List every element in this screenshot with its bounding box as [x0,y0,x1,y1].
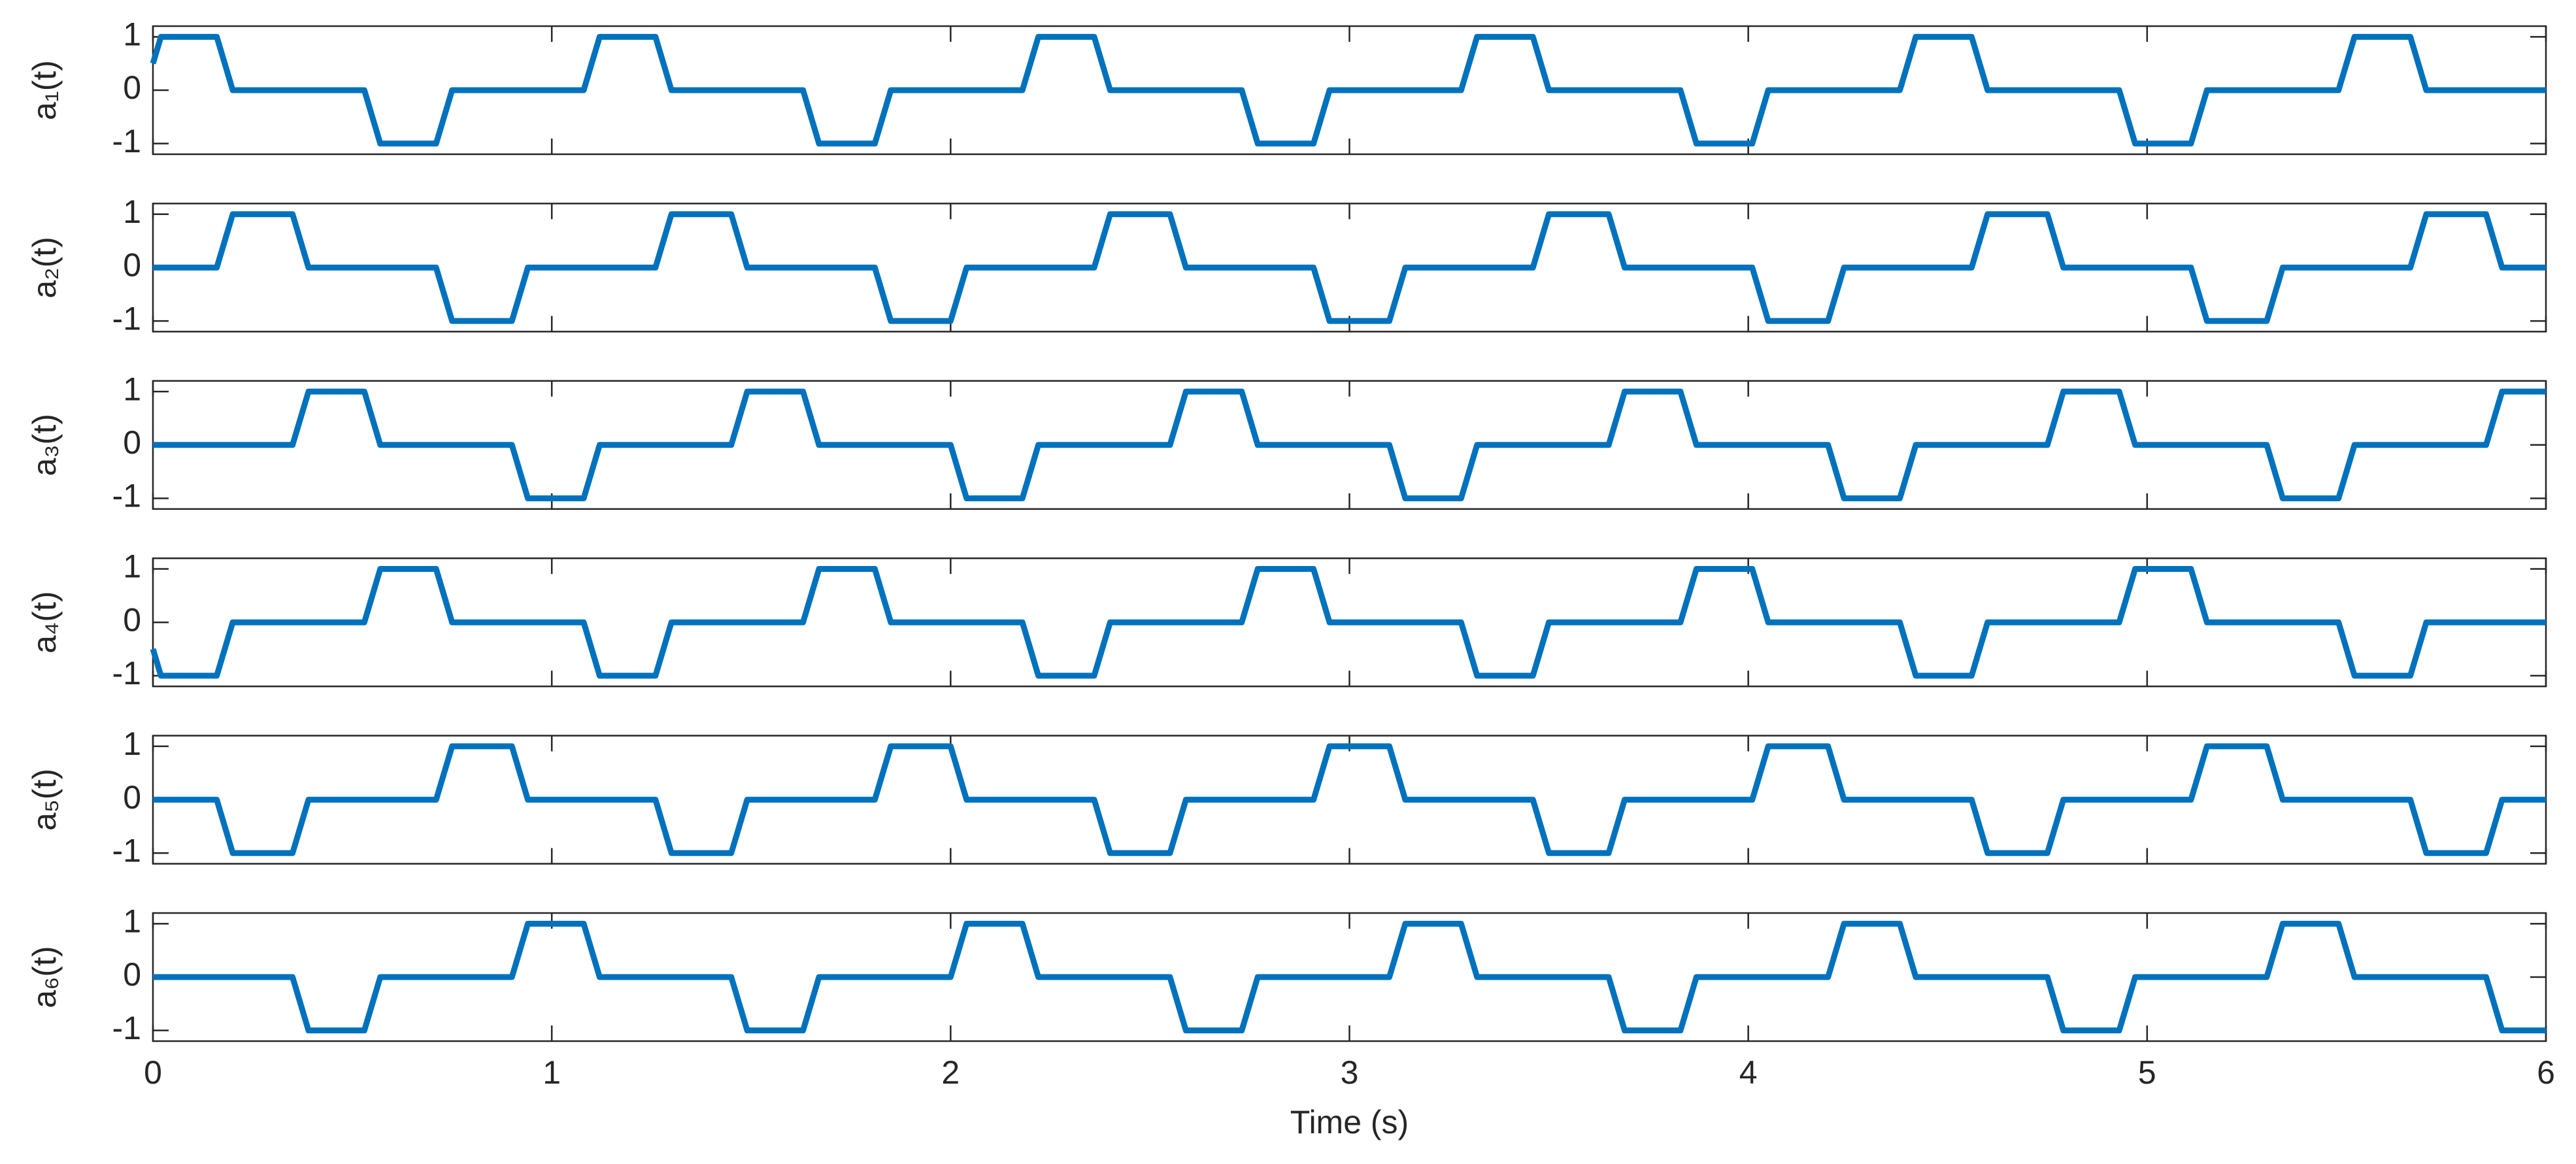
y-tick-label: 0 [123,601,141,638]
x-tick-label: 4 [1739,1054,1758,1091]
y-tick-label: 1 [123,903,141,940]
x-tick-label: 0 [144,1054,162,1091]
y-tick-label: 1 [123,193,141,230]
y-tick-label: 0 [123,956,141,993]
y-tick-label: -1 [112,655,141,691]
y-axis-label: a₆(t) [26,946,63,1008]
signal-line [150,566,2546,679]
signal-line [153,743,2546,856]
signal-line [150,33,2546,147]
y-axis-label: a₂(t) [26,237,63,298]
signal-line [153,388,2546,501]
y-axis-label: a₁(t) [26,60,63,120]
y-tick-label: 0 [123,779,141,816]
y-tick-label: 0 [123,69,141,106]
signal-line [153,211,2546,324]
y-tick-label: 1 [123,548,141,585]
y-axis-label: a₄(t) [26,591,63,653]
x-tick-label: 3 [1341,1054,1359,1091]
x-axis-label: Time (s) [1290,1104,1409,1140]
signal-line [153,920,2546,1034]
x-tick-label: 6 [2537,1054,2555,1091]
y-tick-label: -1 [112,123,141,159]
y-tick-label: -1 [112,832,141,869]
y-tick-label: -1 [112,1010,141,1046]
y-tick-label: 0 [123,247,141,284]
y-tick-label: 1 [123,371,141,407]
y-axis-label: a₃(t) [26,414,63,476]
x-tick-label: 5 [2138,1054,2156,1091]
y-tick-label: 1 [123,16,141,53]
y-axis-label: a₅(t) [26,769,63,831]
x-tick-label: 1 [543,1054,561,1091]
y-tick-label: -1 [112,478,141,514]
y-tick-label: 1 [123,725,141,762]
x-tick-label: 2 [941,1054,960,1091]
y-tick-label: 0 [123,424,141,461]
y-tick-label: -1 [112,300,141,337]
